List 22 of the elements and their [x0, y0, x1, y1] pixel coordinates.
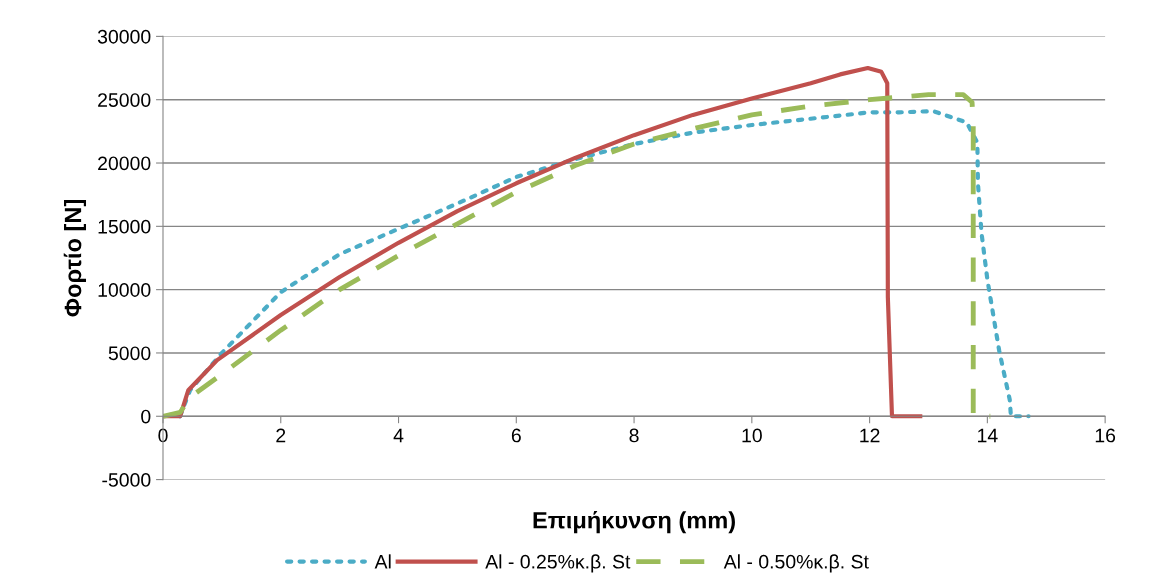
- legend-label: Al - 0.25%κ.β. St: [485, 554, 631, 573]
- y-tick-label: 20000: [98, 156, 151, 171]
- x-tick-label: 0: [158, 428, 168, 443]
- y-tick-label: 0: [141, 409, 151, 424]
- x-tick-label: 2: [276, 428, 286, 443]
- x-tick-label: 16: [1095, 428, 1116, 443]
- y-tick-label: 25000: [98, 93, 151, 107]
- y-tick-label: 30000: [97, 29, 151, 44]
- x-axis-title: Επιμήκυνση (mm): [533, 510, 735, 534]
- legend-label: Al - 0.50%κ.β. St: [723, 554, 869, 573]
- x-tick-label: 4: [393, 428, 404, 443]
- x-tick-label: 6: [511, 428, 521, 443]
- x-tick-label: 8: [629, 428, 639, 443]
- x-tick-label: 14: [978, 428, 998, 443]
- y-tick-label: -5000: [102, 473, 151, 487]
- y-tick-label: 15000: [98, 219, 151, 234]
- y-tick-label: 5000: [108, 346, 151, 361]
- y-axis-title: Φορτίο [N]: [63, 200, 87, 317]
- x-tick-label: 10: [742, 428, 762, 443]
- legend-label: Al: [374, 554, 391, 569]
- y-tick-label: 10000: [98, 283, 151, 297]
- x-tick-label: 12: [860, 428, 880, 443]
